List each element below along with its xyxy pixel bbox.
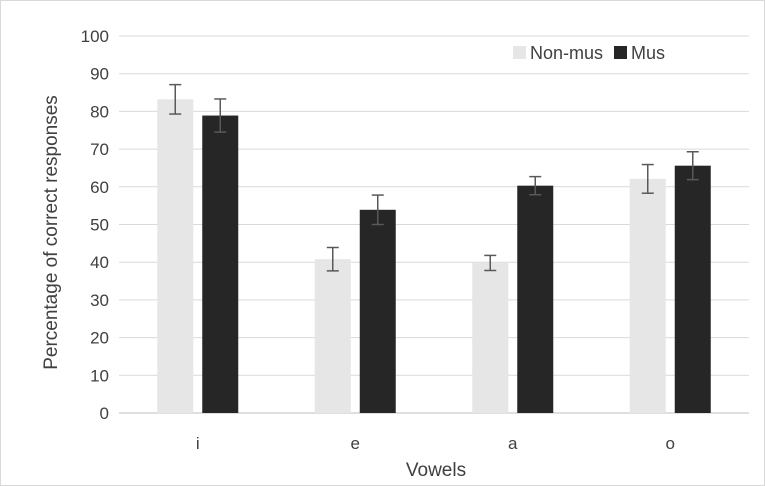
y-tick-label: 30 bbox=[90, 291, 109, 310]
error-bar bbox=[686, 150, 699, 181]
legend-label: Mus bbox=[631, 43, 665, 63]
error-bar bbox=[371, 194, 384, 226]
error-bar bbox=[169, 83, 182, 115]
y-tick-label: 70 bbox=[90, 140, 109, 159]
y-tick-label: 60 bbox=[90, 178, 109, 197]
bar-mus-i bbox=[202, 115, 239, 413]
error-bar bbox=[484, 254, 497, 272]
y-axis-label: Percentage of correct responses bbox=[41, 95, 62, 370]
y-tick-label: 80 bbox=[90, 102, 109, 121]
y-axis-ticks: 0 10 20 30 40 50 60 70 80 90 100 bbox=[81, 27, 109, 423]
bar-mus-a bbox=[517, 185, 554, 413]
bars bbox=[157, 99, 711, 413]
x-tick-label: i bbox=[196, 434, 200, 453]
error-bars bbox=[169, 83, 699, 272]
error-bar bbox=[326, 246, 339, 272]
error-bar bbox=[214, 98, 227, 133]
legend: Non-mus Mus bbox=[513, 43, 665, 63]
bar-non-mus-i bbox=[157, 99, 194, 413]
y-tick-label: 50 bbox=[90, 216, 109, 235]
x-tick-label: o bbox=[666, 434, 675, 453]
legend-swatch bbox=[614, 46, 627, 59]
legend-label: Non-mus bbox=[530, 43, 603, 63]
error-bar bbox=[529, 175, 542, 196]
bar-non-mus-a bbox=[472, 262, 509, 413]
legend-swatch bbox=[513, 46, 526, 59]
bar-mus-e bbox=[359, 209, 396, 413]
legend-item: Mus bbox=[614, 43, 665, 63]
bar-mus-o bbox=[674, 165, 711, 413]
x-tick-label: e bbox=[351, 434, 360, 453]
y-tick-label: 90 bbox=[90, 65, 109, 84]
error-bar bbox=[641, 163, 654, 194]
y-tick-label: 20 bbox=[90, 329, 109, 348]
y-tick-label: 40 bbox=[90, 253, 109, 272]
legend-item: Non-mus bbox=[513, 43, 603, 63]
y-tick-label: 10 bbox=[90, 366, 109, 385]
bar-non-mus-o bbox=[629, 178, 666, 413]
x-tick-label: a bbox=[508, 434, 518, 453]
y-tick-label: 0 bbox=[100, 404, 109, 423]
y-tick-label: 100 bbox=[81, 27, 109, 46]
bar-non-mus-e bbox=[314, 259, 351, 413]
x-axis-label: Vowels bbox=[406, 460, 466, 481]
